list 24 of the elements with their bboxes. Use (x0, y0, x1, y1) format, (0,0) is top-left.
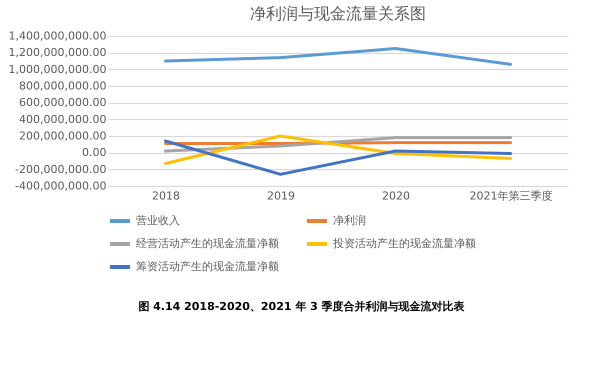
legend-label: 经营活动产生的现金流量净额 (136, 237, 279, 250)
legend-label: 净利润 (333, 214, 366, 227)
caption: 图 4.14 2018-2020、2021 年 3 季度合并利润与现金流对比表 (137, 299, 466, 314)
y-tick-label: 1,200,000,000.00 (8, 46, 106, 60)
line-series (164, 140, 512, 176)
x-tick-label: 2020 (382, 190, 410, 202)
chart-title: 净利润与现金流量关系图 (250, 4, 426, 23)
y-tick-label: 200,000,000.00 (19, 130, 106, 142)
x-tick-label: 2018 (152, 190, 180, 202)
x-tick-label: 2021年第三季度 (470, 190, 552, 202)
y-tick-label: -400,000,000.00 (15, 180, 106, 192)
y-tick-label: 0.00 (82, 146, 106, 160)
y-tick-label: 1,000,000,000.00 (8, 62, 106, 76)
legend-label: 营业收入 (136, 214, 180, 227)
legend-label: 投资活动产生的现金流量净额 (332, 237, 476, 250)
x-tick-label: 2019 (267, 190, 295, 202)
line-series (164, 134, 512, 165)
y-tick-label: 800,000,000.00 (19, 80, 106, 92)
y-tick-label: 1,400,000,000.00 (8, 30, 106, 42)
line-series (164, 47, 512, 66)
legend-label: 筹资活动产生的现金流量净额 (136, 260, 279, 273)
y-tick-label: 400,000,000.00 (19, 112, 106, 126)
y-tick-label: 600,000,000.00 (19, 96, 106, 110)
y-tick-label: -200,000,000.00 (15, 162, 106, 176)
